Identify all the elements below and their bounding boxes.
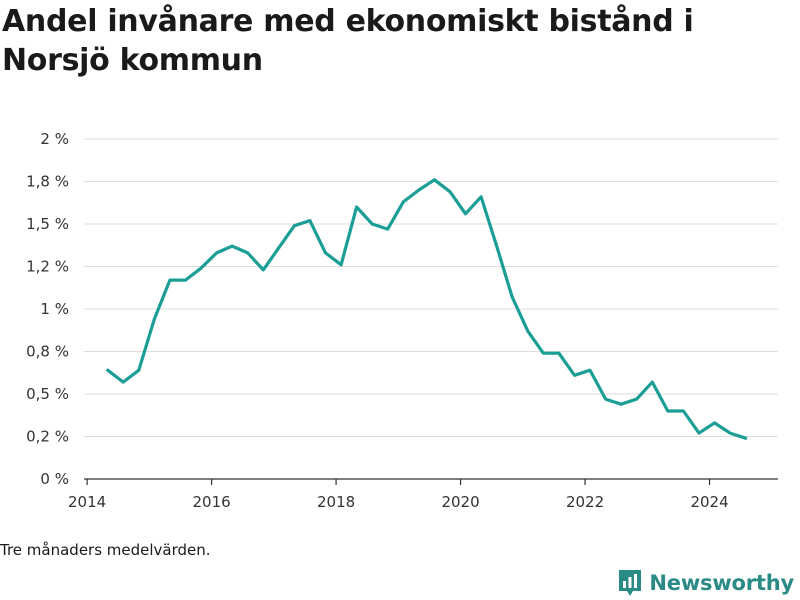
y-tick-label: 2 % [40,130,69,148]
y-axis-ticks: 0 % 0,2 % 0,5 % 0,8 % 1 % 1,2 % 1,5 % 1,8 % 2 % [26,130,69,488]
x-tick-label: 2018 [317,493,355,511]
y-tick-label: 0 % [40,470,69,488]
x-tick-label: 2022 [566,493,604,511]
series-line [106,178,748,440]
y-tick-label: 1 % [40,300,69,318]
y-tick-label: 1,5 % [26,215,69,233]
chart-title: Andel invånare med ekonomiskt bistånd i … [2,4,694,78]
x-tick-label: 2016 [193,493,231,511]
x-tick-label: 2014 [68,493,106,511]
brand-logo: Newsworthy [617,568,794,598]
y-tick-label: 0,8 % [26,343,69,361]
x-tick-label: 2024 [690,493,728,511]
y-tick-label: 0,2 % [26,428,69,446]
y-tick-label: 0,5 % [26,385,69,403]
y-tick-label: 1,2 % [26,258,69,276]
footnote: Tre månaders medelvärden. [0,541,211,559]
x-tick-label: 2020 [441,493,479,511]
newsworthy-icon [619,570,642,596]
y-tick-label: 1,8 % [26,173,69,191]
x-axis-ticks: 2014 2016 2018 2020 2022 2024 [68,479,729,511]
brand-name: Newsworthy [649,571,794,595]
